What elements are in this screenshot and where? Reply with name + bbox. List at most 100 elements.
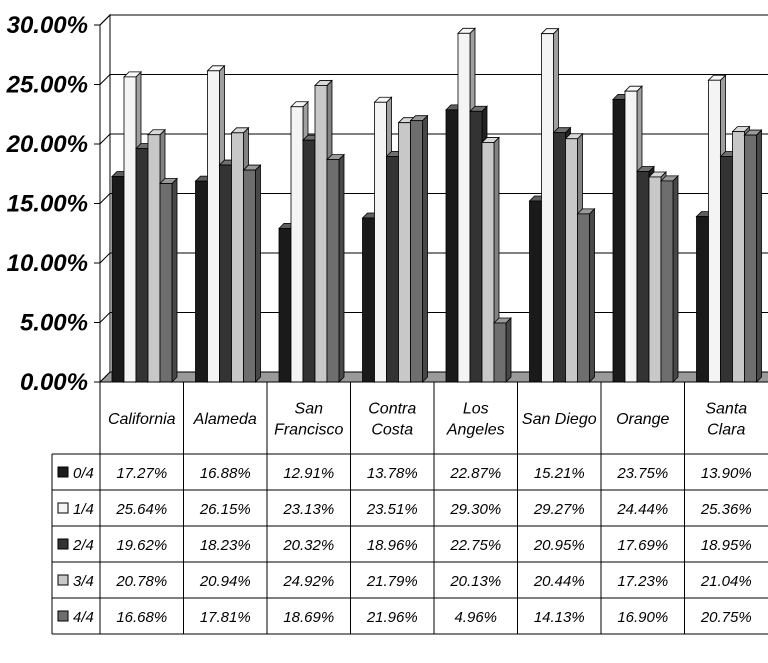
bar [207,70,220,383]
bar [720,156,733,383]
bar [481,142,495,383]
y-tick-label: 20.00% [6,131,88,158]
bar [159,183,173,383]
data-table-cell: 15.21% [534,465,585,482]
data-table-cell: 4.96% [454,609,497,626]
bar [565,138,578,383]
category-label: Santa [705,401,747,418]
bar [469,110,483,383]
legend-swatch [57,538,69,550]
bar [111,176,125,383]
category-label: Orange [616,411,669,428]
data-table-cell: 20.44% [533,573,585,590]
y-tick-label: 0.00% [20,369,88,396]
data-table-cell: 13.90% [701,465,752,482]
bar [541,33,554,383]
category-label: Francisco [274,422,343,439]
category-label: Contra [368,401,416,418]
bar [398,122,411,383]
data-table-cell: 18.69% [283,609,334,626]
category-label: San Diego [522,411,597,428]
data-table-cell: 21.79% [366,573,418,590]
data-table-cell: 19.62% [116,537,167,554]
bar-side [672,174,679,383]
bar [529,200,542,383]
legend-label: 3/4 [73,573,94,590]
bar [696,216,709,383]
data-table-cell: 22.75% [449,537,501,554]
data-table-cell: 14.13% [534,609,585,626]
bar-side [338,153,345,383]
data-table-cell: 22.87% [449,465,501,482]
data-table-cell: 20.78% [115,573,167,590]
y-tick-label: 15.00% [7,191,88,218]
data-table-cell: 18.23% [200,537,251,554]
bar [660,180,674,383]
bar [219,164,232,383]
data-table-cell: 23.75% [616,465,668,482]
bar [648,176,662,383]
bar [290,106,304,383]
data-table-cell: 16.88% [200,465,251,482]
data-table-cell: 17.23% [617,573,668,590]
data-table-cell: 17.81% [200,609,251,626]
legend-label: 1/4 [73,501,94,518]
bar [636,171,650,383]
bar [135,148,149,383]
data-table-cell: 20.13% [449,573,501,590]
data-table-cell: 13.78% [367,465,418,482]
data-table-cell: 23.13% [282,501,334,518]
bar-side [171,177,178,383]
legend-label: 2/4 [72,537,94,554]
data-table-cell: 16.90% [617,609,668,626]
data-table-cell: 20.32% [282,537,334,554]
category-label: Costa [371,422,413,439]
data-table-cell: 17.27% [116,465,167,482]
bar [386,155,399,383]
bar-side [255,164,261,383]
data-table-cell: 21.96% [366,609,418,626]
bar-side [756,129,762,383]
category-label: California [108,411,176,428]
legend-swatch [57,466,69,478]
bar [624,90,638,383]
data-table-cell: 18.95% [701,537,752,554]
category-label: Clara [707,422,745,439]
y-tick-label: 30.00% [7,12,88,39]
bar [577,213,590,383]
data-table-cell: 29.30% [449,501,501,518]
data-table-cell: 29.27% [533,501,585,518]
data-table-cell: 20.95% [533,537,585,554]
legend-swatch [57,610,69,622]
bar [374,101,387,383]
data-table-cell: 16.68% [116,609,167,626]
data-table-cell: 25.36% [700,501,752,518]
bar-side [422,114,428,383]
bar [302,139,316,383]
data-table-cell: 20.75% [700,609,752,626]
category-label: San [295,401,324,418]
y-tick-label: 25.00% [6,72,88,99]
category-label: Los [463,401,489,418]
data-table-cell: 26.15% [199,501,251,518]
category-label: Alameda [193,411,257,428]
legend-label: 4/4 [73,609,94,626]
data-table-cell: 25.64% [115,501,167,518]
bar [410,120,423,383]
data-table-cell: 20.94% [199,573,251,590]
y-tick-label: 5.00% [20,310,88,337]
bar [278,227,292,383]
bar [362,217,375,383]
data-table-cell: 24.92% [282,573,334,590]
bar [445,109,459,383]
data-table-cell: 17.69% [617,537,668,554]
legend-label: 0/4 [73,465,94,482]
data-table-cell: 23.51% [366,501,418,518]
bar-side [589,207,595,383]
bar [612,98,626,383]
bar [243,169,256,383]
legend-swatch [57,502,69,514]
y-tick-label: 10.00% [7,250,88,277]
bar [231,132,244,383]
